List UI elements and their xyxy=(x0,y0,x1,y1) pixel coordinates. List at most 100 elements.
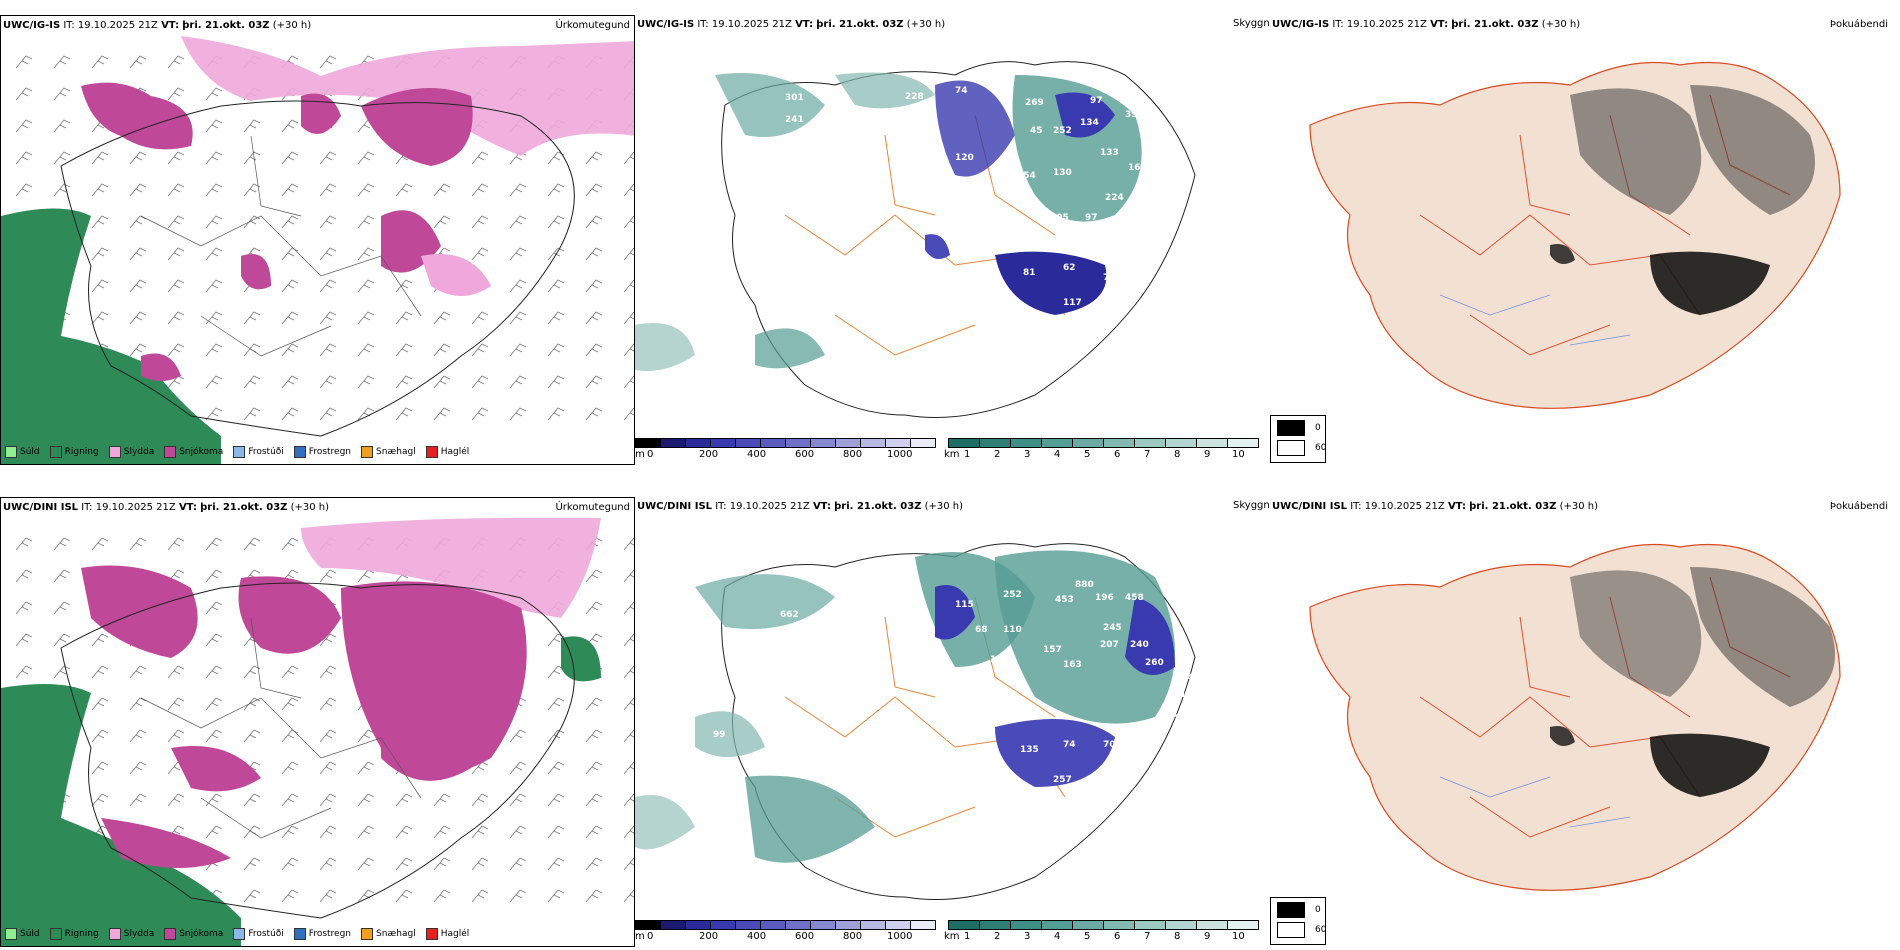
wind-barb xyxy=(471,375,489,389)
wind-barb xyxy=(395,311,413,325)
cloud-label: 393 xyxy=(1125,110,1144,120)
wind-barb xyxy=(319,793,337,807)
wind-barb xyxy=(129,665,147,679)
wind-barb xyxy=(319,889,337,903)
wind-barb xyxy=(205,247,223,261)
wind-barb xyxy=(167,279,185,293)
wind-barb xyxy=(585,151,603,165)
wind-barb xyxy=(357,825,375,839)
wind-barb xyxy=(281,311,299,325)
wind-barb xyxy=(205,311,223,325)
colorbar-segment xyxy=(886,438,911,448)
cloud-label: 134 xyxy=(1180,690,1199,700)
wind-barb xyxy=(585,343,603,357)
wind-barb xyxy=(205,825,223,839)
wind-barb xyxy=(319,665,337,679)
cloud-colorbar-ticks: m 0 200 400 600 800 1000 xyxy=(635,931,935,942)
wind-barb xyxy=(129,311,147,325)
wind-barb xyxy=(547,215,565,229)
wind-barb xyxy=(205,87,223,101)
tick: 400 xyxy=(747,931,767,942)
wind-barb xyxy=(471,825,489,839)
precip-map-graphic xyxy=(1,36,634,464)
wind-barb xyxy=(281,247,299,261)
map-title: UWC/DINI ISL IT: 19.10.2025 21Z VT: þri.… xyxy=(1272,501,1599,512)
cloud-label: 62 xyxy=(1063,263,1076,273)
colorbar-segment xyxy=(1135,920,1166,930)
wind-barb xyxy=(471,311,489,325)
map-title: UWC/IG-IS IT: 19.10.2025 21Z VT: þri. 21… xyxy=(637,19,946,30)
wind-barb xyxy=(53,55,71,69)
legend-swatch xyxy=(49,446,62,458)
colorbar-segment xyxy=(911,920,936,930)
wind-barb xyxy=(357,279,375,293)
wind-barb xyxy=(547,825,565,839)
precip-map-graphic xyxy=(1,518,634,946)
wind-barb xyxy=(167,247,185,261)
wind-barb xyxy=(433,407,451,421)
variable-name: Skyggni xyxy=(1233,18,1273,29)
fog-legend-row: 0 xyxy=(1277,420,1321,436)
cloud-label: 154 xyxy=(1175,673,1194,683)
wind-barb xyxy=(547,247,565,261)
colorbar-segment xyxy=(886,920,911,930)
colorbar-segment xyxy=(1104,438,1135,448)
variable-name: Úrkomutegund xyxy=(555,502,630,513)
wind-barb xyxy=(281,407,299,421)
wind-barb xyxy=(319,55,337,69)
wind-barb xyxy=(129,55,147,69)
wind-barb xyxy=(129,151,147,165)
cloud-label: 228 xyxy=(905,92,924,102)
wind-barb xyxy=(281,215,299,229)
wind-barb xyxy=(205,151,223,165)
tick: 1 xyxy=(964,449,971,460)
legend-swatch xyxy=(425,928,438,940)
colorbar-segment xyxy=(736,438,761,448)
wind-barb xyxy=(357,311,375,325)
cloud-base-labels: 301 241 66 228 74 269 97 393 129 120 113… xyxy=(780,86,1164,308)
wind-barb xyxy=(471,215,489,229)
wind-barb xyxy=(585,569,603,583)
cloud-label: 110 xyxy=(1003,625,1022,635)
cloud-label: 260 xyxy=(1145,658,1164,668)
cloud-label: 135 xyxy=(1020,745,1039,755)
cloud-label: 240 xyxy=(1130,640,1149,650)
wind-barb xyxy=(623,407,634,421)
wind-barb xyxy=(319,761,337,775)
legend-item: Rigning xyxy=(49,446,99,458)
cloud-label: 252 xyxy=(1053,126,1072,136)
wind-barb xyxy=(53,183,71,197)
wind-barb xyxy=(53,665,71,679)
fog-legend-row: 60 xyxy=(1277,440,1326,456)
wind-barb xyxy=(471,151,489,165)
tick: 1000 xyxy=(887,931,913,942)
variable-name: Þokuábendi xyxy=(1829,501,1888,512)
wind-barb xyxy=(129,215,147,229)
wind-barb xyxy=(281,537,299,551)
cloud-label: 257 xyxy=(1053,775,1072,785)
colorbar-segment xyxy=(948,438,980,448)
wind-barb xyxy=(129,247,147,261)
wind-barb xyxy=(471,247,489,261)
wind-barb xyxy=(205,375,223,389)
cloud-base-colorbar xyxy=(635,920,936,930)
wind-barb xyxy=(167,151,185,165)
wind-barb xyxy=(91,55,109,69)
wind-barb xyxy=(585,761,603,775)
colorbar-segment xyxy=(1197,438,1228,448)
wind-barb xyxy=(15,537,33,551)
colorbar-segment xyxy=(1011,438,1042,448)
legend-swatch xyxy=(293,928,306,940)
fog-value: 60 xyxy=(1315,443,1327,453)
wind-barb xyxy=(281,665,299,679)
fog-swatch xyxy=(1277,440,1305,456)
legend-swatch xyxy=(49,928,62,940)
wind-barb xyxy=(585,825,603,839)
wind-barb xyxy=(243,697,261,711)
tick: 0 xyxy=(647,449,654,460)
wind-barb xyxy=(395,793,413,807)
wind-barb xyxy=(205,569,223,583)
wind-barb xyxy=(585,183,603,197)
wind-barb xyxy=(509,343,527,357)
wind-barb xyxy=(91,151,109,165)
